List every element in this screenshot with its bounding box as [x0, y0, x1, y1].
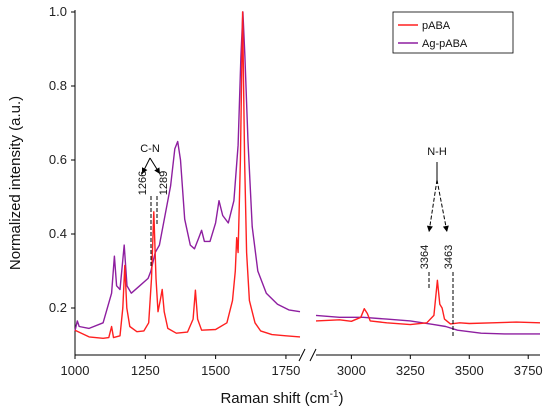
x-axis-title-main: Raman shift (cm [220, 390, 329, 407]
annotation-arrowhead [142, 167, 148, 174]
y-tick-label: 0.2 [49, 300, 67, 315]
annotation-arrowhead [154, 167, 160, 174]
peak-label-1266: 1266 [137, 171, 149, 195]
axis-break-mark [298, 348, 306, 362]
x-tick-label: 1750 [271, 363, 300, 378]
y-axis-title: Normalized intensity (a.u.) [7, 96, 24, 270]
legend-label-pABA: pABA [422, 20, 451, 32]
y-tick-label: 0.6 [49, 152, 67, 167]
x-tick-label: 3000 [337, 363, 366, 378]
x-tick-label: 3500 [455, 363, 484, 378]
annotation-arrow-line [436, 179, 448, 233]
axis-break-mark [309, 348, 317, 362]
annotation-arrowhead [442, 225, 449, 232]
y-tick-label: 1.0 [49, 4, 67, 19]
series-layer [74, 11, 541, 339]
annotation-arrowhead [426, 225, 433, 232]
series-line-Ag-pABA [315, 314, 540, 335]
series-line-Ag-pABA [74, 11, 301, 332]
y-tick-label: 0.4 [49, 226, 67, 241]
peak-label-3463: 3463 [443, 245, 455, 269]
legend: pABA Ag-pABA [392, 11, 514, 54]
x-axis-title-close: ) [339, 390, 344, 407]
x-tick-label: 3750 [514, 363, 543, 378]
x-tick-label: 3250 [396, 363, 425, 378]
annotation-label-C-N: C-N [140, 143, 160, 155]
annotations: C-N 1266 1289 N-H 3364 3463 [137, 143, 455, 338]
series-line-pABA [74, 11, 301, 339]
x-tick-label: 1500 [201, 363, 230, 378]
annotation-arrow-line [428, 179, 438, 233]
peak-label-1289: 1289 [158, 171, 170, 195]
x-axis-title-sup: -1 [330, 389, 339, 400]
x-axis-title: Raman shift (cm-1) [220, 389, 343, 407]
x-tick-label: 1250 [131, 363, 160, 378]
y-ticks: 0.2 0.4 0.6 0.8 1.0 [49, 4, 75, 315]
legend-label-Ag-pABA: Ag-pABA [422, 38, 468, 50]
x-ticks: 1000 1250 1500 1750 3000 3250 3500 3750 [61, 355, 543, 378]
x-tick-label: 1000 [61, 363, 90, 378]
series-line-pABA [315, 279, 541, 326]
peak-label-3364: 3364 [419, 245, 431, 269]
y-tick-label: 0.8 [49, 78, 67, 93]
annotation-label-N-H: N-H [427, 146, 447, 158]
legend-box [392, 11, 514, 54]
